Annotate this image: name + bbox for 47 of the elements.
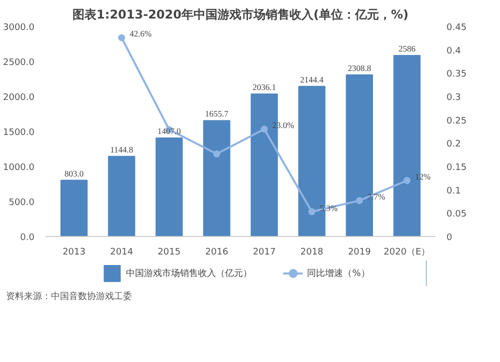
data-label: 1655.7 [205, 108, 228, 119]
x-tick-label: 2013 [62, 248, 86, 258]
point [118, 34, 126, 42]
bar [108, 156, 136, 236]
y2-tick-label: 0.2 [446, 140, 461, 150]
y2-tick-label: 0.3 [446, 93, 461, 103]
data-label: 42.6% [130, 28, 152, 39]
y2-tick-label: 0.4 [446, 46, 462, 56]
point [403, 177, 410, 184]
y2-tick-label: 0.45 [446, 23, 467, 33]
legend-label: 中国游戏市场销售收入（亿元） [126, 268, 252, 280]
y-tick-label: 1000.0 [3, 163, 35, 173]
y2-tick-label: 0.35 [446, 70, 467, 80]
point [308, 208, 316, 216]
y2-tick-label: 0.1 [446, 186, 461, 196]
bar [60, 180, 88, 236]
data-label: 1144.8 [110, 144, 134, 154]
y-tick-label: 500.0 [8, 198, 35, 208]
y-tick-label: 1500.0 [3, 128, 35, 138]
y-tick-label: 2500.0 [3, 58, 35, 68]
x-tick-label: 2014 [110, 248, 134, 258]
data-label: 2036.1 [252, 82, 276, 92]
data-label: 2308.8 [348, 62, 372, 73]
y2-tick-label: 0.05 [446, 210, 467, 220]
y2-tick-label: 0.15 [446, 163, 467, 173]
x-tick-label: 2019 [348, 248, 372, 258]
x-tick-label: 2018 [300, 248, 324, 258]
text: 资料来源：中国音数协游戏工委 [6, 291, 132, 304]
y-tick-label: 2000.0 [3, 93, 35, 103]
point [356, 197, 363, 204]
x-tick-label: 2020（E） [384, 248, 430, 258]
x-tick-label: 2016 [205, 248, 228, 258]
x-tick-label: 2017 [252, 248, 276, 258]
point [213, 150, 220, 158]
y-tick-label: 0.0 [20, 233, 35, 243]
bar [156, 138, 183, 236]
data-label: 2144.4 [300, 74, 324, 84]
y2-tick-label: 0 [446, 233, 452, 243]
y-tick-label: 3000.0 [3, 23, 35, 33]
point [260, 126, 268, 133]
data-label: 2586 [398, 43, 416, 54]
bar [203, 120, 230, 236]
chart-title: 图表1:2013-2020年中国游戏市场销售收入(单位：亿元，%) [72, 8, 408, 22]
x-tick-label: 2015 [158, 248, 181, 258]
y2-tick-label: 0.25 [446, 116, 467, 126]
legend-label: 同比增速（%） [307, 268, 370, 280]
data-label: 803.0 [64, 168, 84, 178]
